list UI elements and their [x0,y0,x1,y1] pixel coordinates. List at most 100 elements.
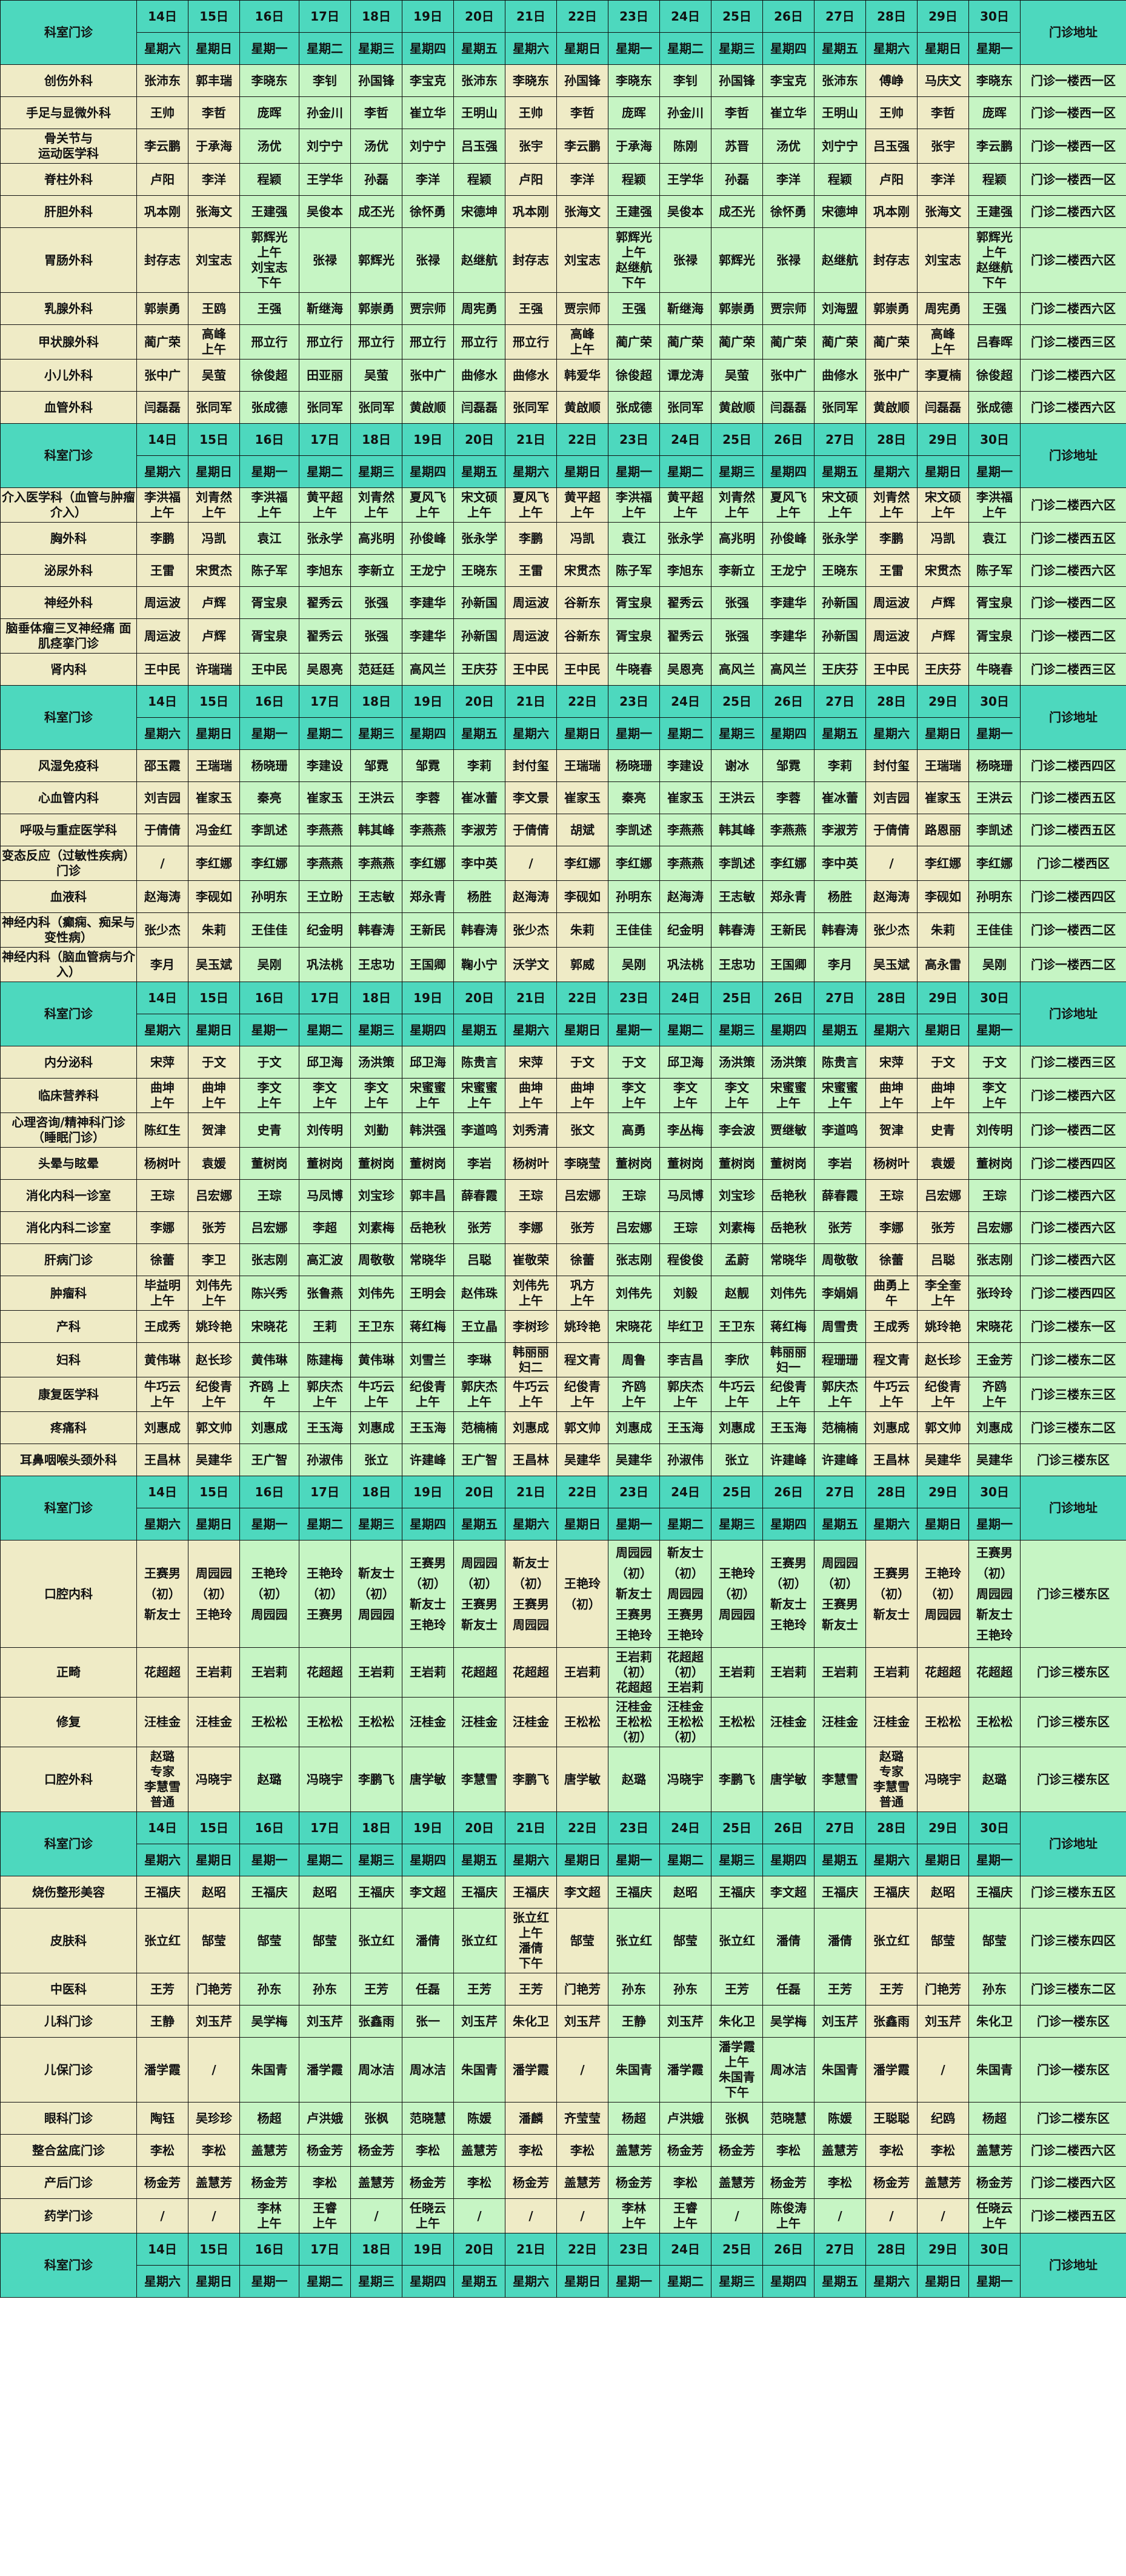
doctor-cell: 傅峥 [865,64,918,97]
doctor-cell: 李文 上午 [968,1078,1021,1113]
header-date: 17日 [299,0,351,33]
header-date: 23日 [608,2233,660,2266]
doctor-cell: 张禄 [659,227,711,293]
doctor-cell: 汪桂金 [402,1697,454,1747]
doctor-cell: 张志刚 [968,1243,1021,1276]
doctor-cell: 吕宏娜 [556,1179,608,1212]
header-weekday: 星期四 [402,32,454,65]
doctor-cell: 蒋红梅 [762,1310,815,1343]
doctor-cell: 汪桂金 [505,1697,557,1747]
doctor-cell: 于承海 [188,129,240,164]
doctor-cell: 张永学 [659,522,711,555]
doctor-cell: 蔺广荣 [865,324,918,360]
header-date: 27日 [814,423,866,456]
doctor-cell: 范楠楠 [453,1411,505,1444]
doctor-cell: 张鑫雨 [865,2005,918,2038]
doctor-cell: 王中民 [865,653,918,686]
doctor-cell: 李岩 [814,1147,866,1180]
header-weekday: 星期六 [865,32,918,65]
header-date: 28日 [865,982,918,1014]
doctor-cell: 董树岗 [239,1147,299,1180]
doctor-cell: 吴萤 [711,359,763,392]
doctor-cell: 盖慧芳 [453,2134,505,2167]
doctor-cell: 王静 [136,2005,188,2038]
doctor-cell: 刘惠成 [136,1411,188,1444]
header-date: 23日 [608,982,660,1014]
table-row: 脊柱外科 卢阳 李洋 程颖 王学华 孙磊 李洋 程颖 卢阳 李洋 程颖 王学华 孙磊 李洋 程颖 卢阳 李洋 程颖… [0,163,1126,196]
doctor-cell: 张禄 [762,227,815,293]
doctor-cell: 刘伟先 [608,1276,660,1311]
header-date: 21日 [505,1476,557,1508]
doctor-cell: 胡斌 [556,814,608,846]
doctor-cell: 李钊 [299,64,351,97]
clinic-address: 门诊三楼东区 [1020,1540,1126,1648]
doctor-cell: 李凯述 [711,846,763,881]
clinic-address: 门诊一楼西二区 [1020,947,1126,982]
header-date: 15日 [188,685,240,718]
header-date: 28日 [865,423,918,456]
doctor-cell: 王洪云 [711,781,763,814]
doctor-cell: 徐蕾 [556,1243,608,1276]
doctor-cell: 牛巧云 上午 [136,1377,188,1412]
doctor-cell: 王玉海 [402,1411,454,1444]
doctor-cell: 贾宗师 [762,292,815,325]
table-row: 小儿外科 张中广 吴萤 徐俊超 田亚丽 吴萤 张中广 曲修水 曲修水 韩爱华 徐俊超 谭龙涛 吴萤 张中广… [0,359,1126,392]
header-date: 27日 [814,1812,866,1844]
doctor-cell: 岳艳秋 [402,1211,454,1244]
header-date: 29日 [917,685,969,718]
doctor-cell: 郭崇勇 [136,292,188,325]
doctor-cell: 纪俊青 上午 [917,1377,969,1412]
doctor-cell: 纪俊青 上午 [402,1377,454,1412]
department-name: 烧伤整形美容 [0,1876,137,1909]
doctor-cell: 王岩莉 （初） 花超超 [608,1647,660,1698]
clinic-address: 门诊三楼东二区 [1020,1411,1126,1444]
doctor-cell: 宋蜜蜜 上午 [762,1078,815,1113]
doctor-cell: 王福庆 [136,1876,188,1909]
doctor-cell: 王岩莉 [402,1647,454,1698]
doctor-cell: 冯晓宇 [659,1747,711,1812]
header-date: 27日 [814,1476,866,1508]
doctor-cell: 王聪聪 [865,2102,918,2135]
header-date: 23日 [608,0,660,33]
doctor-cell: 陈子军 [239,554,299,587]
doctor-cell: 李晓东 [968,64,1021,97]
doctor-cell: 李夏楠 [917,359,969,392]
doctor-cell: 贺津 [865,1112,918,1148]
header-weekday: 星期日 [556,2265,608,2298]
doctor-cell: 杨树叶 [136,1147,188,1180]
header-date: 27日 [814,685,866,718]
doctor-cell: 黄啟顺 [865,391,918,424]
table-row: 呼吸与重症医学科 于倩倩 冯金红 李凯述 李燕燕 韩其峰 李燕燕 李淑芳 于倩倩 胡斌 李凯述 李燕燕… [0,814,1126,846]
doctor-cell: 朱化卫 [505,2005,557,2038]
department-name: 消化内科一诊室 [0,1179,137,1212]
doctor-cell: 许瑞瑞 [188,653,240,686]
header-date: 14日 [136,982,188,1014]
table-row: 介入医学科（血管与肿瘤介入） 李洪福 上午 刘青然 上午 李洪福 上午 黄平超 上午 刘青… [0,487,1126,523]
header-weekday: 星期二 [659,1508,711,1541]
doctor-cell: 汪桂金 [814,1697,866,1747]
doctor-cell: 周运波 [865,586,918,619]
doctor-cell: 王赛男 （初） 靳友士 王艳玲 [762,1540,815,1648]
department-name: 儿保门诊 [0,2037,137,2103]
header-date: 28日 [865,1476,918,1508]
header-weekday: 星期日 [556,1014,608,1046]
doctor-cell: 王睿 上午 [659,2198,711,2233]
doctor-cell: 董树岗 [659,1147,711,1180]
doctor-cell: 门艳芳 [188,1973,240,2006]
doctor-cell: 吕宏娜 [239,1211,299,1244]
clinic-address: 门诊二楼东一区 [1020,1310,1126,1343]
doctor-cell: 郭辉光 上午 赵继航 下午 [608,227,660,293]
doctor-cell: 王中民 [556,653,608,686]
doctor-cell: 黄啟顺 [556,391,608,424]
doctor-cell: 宋贯杰 [188,554,240,587]
doctor-cell: 王佳佳 [239,912,299,948]
header-weekday: 星期一 [239,717,299,750]
doctor-cell: 张枫 [711,2102,763,2135]
doctor-cell: 杨金芳 [608,2166,660,2199]
doctor-cell: 杨超 [608,2102,660,2135]
header-date: 16日 [239,2233,299,2266]
doctor-cell: 李鹏 [505,522,557,555]
header-weekday: 星期一 [968,1844,1021,1876]
doctor-cell: 王静 [608,2005,660,2038]
doctor-cell: 张永学 [299,522,351,555]
